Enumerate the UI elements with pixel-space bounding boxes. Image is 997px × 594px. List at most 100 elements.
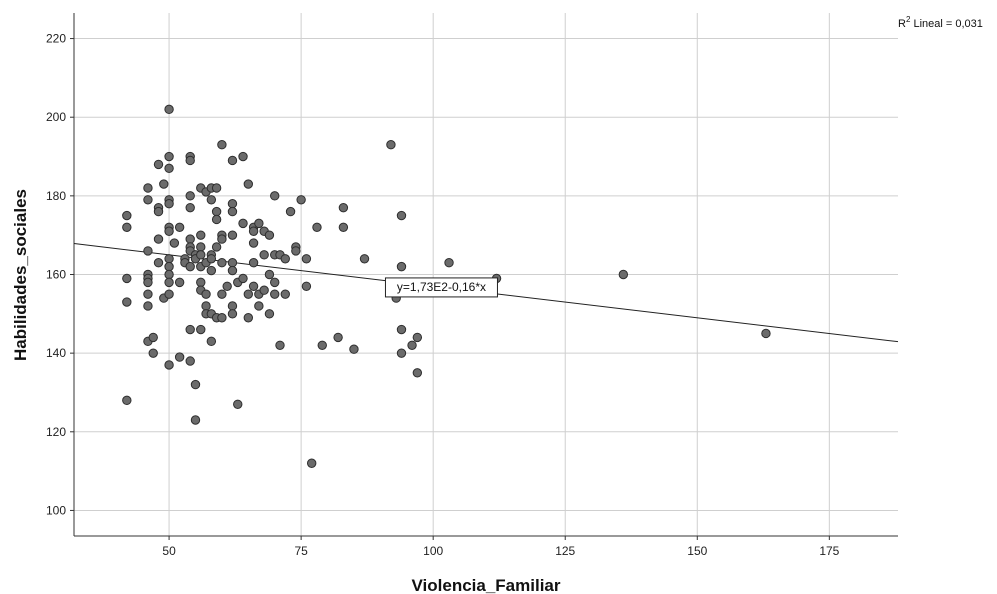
y-tick-label: 160	[46, 268, 66, 282]
data-point	[234, 400, 242, 408]
x-axis-title: Violencia_Familiar	[412, 576, 561, 594]
data-point	[387, 141, 395, 149]
data-point	[160, 180, 168, 188]
y-tick-label: 120	[46, 425, 66, 439]
data-point	[149, 349, 157, 357]
data-point	[360, 255, 368, 263]
data-point	[228, 156, 236, 164]
data-point	[212, 207, 220, 215]
r2-r: R	[898, 18, 906, 30]
data-point	[123, 274, 131, 282]
data-point	[318, 341, 326, 349]
data-point	[165, 255, 173, 263]
data-point	[154, 207, 162, 215]
data-point	[218, 314, 226, 322]
data-point	[260, 286, 268, 294]
data-point	[307, 459, 315, 467]
data-point	[197, 243, 205, 251]
equation-label: y=1,73E2-0,16*x	[397, 280, 486, 294]
data-point	[239, 219, 247, 227]
data-point	[165, 105, 173, 113]
data-point	[165, 278, 173, 286]
data-point	[350, 345, 358, 353]
data-point	[207, 266, 215, 274]
data-point	[212, 215, 220, 223]
x-tick-label: 175	[819, 544, 839, 558]
y-tick-label: 180	[46, 189, 66, 203]
data-point	[313, 223, 321, 231]
data-point	[218, 141, 226, 149]
data-point	[397, 262, 405, 270]
data-point	[228, 231, 236, 239]
data-point	[149, 333, 157, 341]
data-point	[202, 290, 210, 298]
data-point	[175, 278, 183, 286]
data-point	[413, 333, 421, 341]
data-point	[302, 255, 310, 263]
data-point	[154, 259, 162, 267]
data-point	[334, 333, 342, 341]
data-point	[144, 302, 152, 310]
data-point	[123, 223, 131, 231]
data-point	[239, 274, 247, 282]
data-point	[123, 211, 131, 219]
data-point	[175, 223, 183, 231]
data-point	[397, 325, 405, 333]
data-point	[191, 416, 199, 424]
data-point	[212, 243, 220, 251]
data-point	[244, 180, 252, 188]
data-point	[165, 200, 173, 208]
data-point	[123, 396, 131, 404]
data-point	[265, 310, 273, 318]
data-point	[186, 192, 194, 200]
data-point	[144, 184, 152, 192]
data-point	[223, 282, 231, 290]
data-point	[265, 231, 273, 239]
data-point	[228, 207, 236, 215]
data-point	[170, 239, 178, 247]
x-tick-label: 75	[294, 544, 308, 558]
data-point	[218, 235, 226, 243]
data-point	[186, 262, 194, 270]
data-point	[292, 247, 300, 255]
data-point	[397, 349, 405, 357]
data-point	[186, 203, 194, 211]
data-point	[249, 282, 257, 290]
data-point	[271, 290, 279, 298]
data-point	[339, 223, 347, 231]
data-point	[218, 290, 226, 298]
data-point	[144, 278, 152, 286]
y-tick-label: 200	[46, 110, 66, 124]
data-point	[144, 290, 152, 298]
data-point	[197, 251, 205, 259]
data-point	[228, 200, 236, 208]
data-point	[228, 302, 236, 310]
data-point	[271, 278, 279, 286]
y-tick-label: 100	[46, 503, 66, 517]
data-point	[165, 262, 173, 270]
data-point	[175, 353, 183, 361]
r2-value: Lineal = 0,031	[910, 18, 982, 30]
data-point	[207, 196, 215, 204]
data-point	[408, 341, 416, 349]
data-point	[154, 235, 162, 243]
data-point	[397, 211, 405, 219]
data-point	[165, 164, 173, 172]
data-point	[260, 251, 268, 259]
data-point	[197, 278, 205, 286]
data-point	[339, 203, 347, 211]
data-point	[249, 227, 257, 235]
data-point	[197, 231, 205, 239]
data-point	[255, 302, 263, 310]
data-point	[191, 380, 199, 388]
data-point	[445, 259, 453, 267]
data-point	[276, 341, 284, 349]
data-point	[249, 259, 257, 267]
data-point	[186, 235, 194, 243]
x-tick-label: 125	[555, 544, 575, 558]
data-point	[212, 184, 220, 192]
data-point	[165, 152, 173, 160]
data-point	[123, 298, 131, 306]
data-point	[218, 259, 226, 267]
